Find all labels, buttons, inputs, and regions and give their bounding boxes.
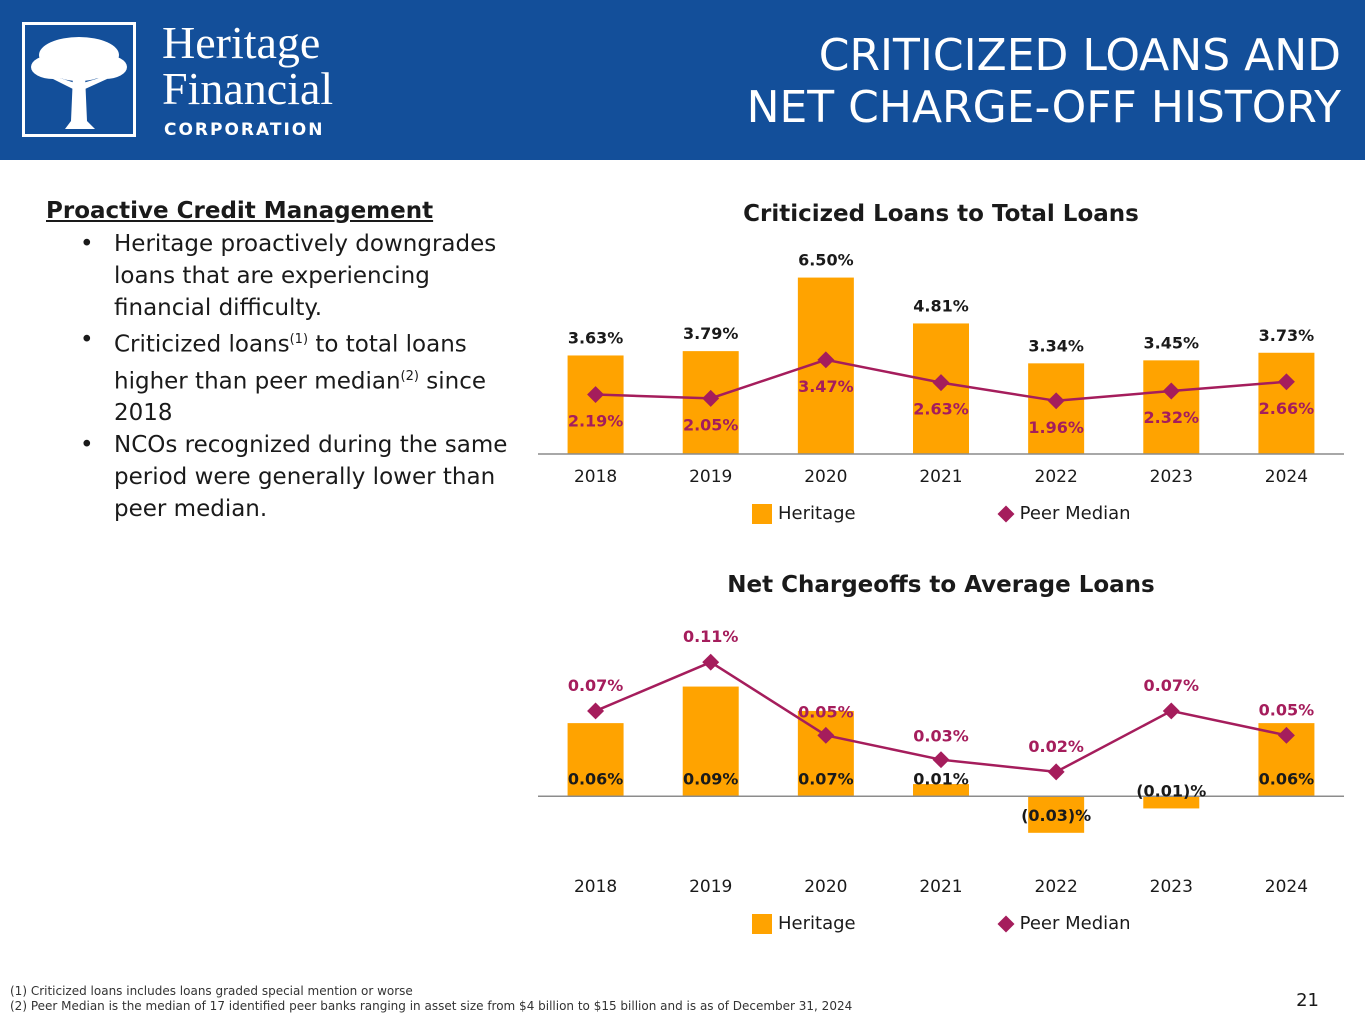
x-tick-label: 2023 <box>1150 877 1193 897</box>
page-number: 21 <box>1296 990 1319 1011</box>
x-tick-label: 2019 <box>689 877 732 897</box>
peer-median-point <box>587 702 605 720</box>
x-tick-label: 2018 <box>574 467 617 487</box>
x-tick-label: 2022 <box>1035 877 1078 897</box>
peer-diamond-icon <box>997 505 1015 522</box>
logo-emblem <box>22 22 136 137</box>
heritage-bar <box>567 723 624 797</box>
heritage-bar <box>1143 796 1200 809</box>
peer-median-point <box>817 726 835 744</box>
heritage-value-label: 0.07% <box>798 769 854 788</box>
logo-wordmark: Heritage Financial <box>162 17 334 114</box>
peer-value-label: 2.05% <box>683 415 739 434</box>
bullet-list: • Heritage proactively downgrades loans t… <box>46 228 516 525</box>
heritage-value-label: 3.45% <box>1144 333 1200 352</box>
legend-heritage: Heritage <box>778 913 856 934</box>
heritage-bar <box>1258 352 1315 454</box>
chart2-legend: Heritage Peer Median <box>752 913 1131 934</box>
peer-median-point <box>1162 382 1180 400</box>
heritage-swatch <box>752 913 772 934</box>
x-tick-label: 2024 <box>1265 877 1308 897</box>
chart1-title: Criticized Loans to Total Loans <box>743 201 1139 227</box>
criticized-loans-chart: 3.63% 3.79% 6.50% 4.81% 3.34% 3.45% 3.73% 2.19%… <box>538 251 1344 487</box>
x-tick-label: 2021 <box>919 877 962 897</box>
peer-median-point <box>1047 392 1065 410</box>
heritage-bar <box>682 686 739 797</box>
heritage-bar <box>567 355 624 454</box>
x-tick-label: 2023 <box>1150 467 1193 487</box>
heritage-value-label: 6.50% <box>798 251 854 270</box>
peer-diamond-icon <box>997 915 1015 932</box>
legend-peer: Peer Median <box>1019 503 1131 524</box>
legend-peer: Peer Median <box>1019 913 1131 934</box>
heritage-value-label: 0.09% <box>683 769 739 788</box>
x-tick-label: 2024 <box>1265 467 1308 487</box>
peer-median-point <box>817 351 835 369</box>
x-tick-label: 2021 <box>919 467 962 487</box>
heritage-value-label: (0.03)% <box>1021 806 1091 825</box>
section-heading: Proactive Credit Management <box>46 198 434 224</box>
peer-median-point <box>1047 763 1065 781</box>
peer-value-label: 3.47% <box>798 377 854 396</box>
legend-heritage: Heritage <box>778 503 856 524</box>
heritage-value-label: 3.79% <box>683 324 739 343</box>
heritage-value-label: 3.73% <box>1259 326 1315 345</box>
peer-value-label: 0.07% <box>1144 676 1200 695</box>
heritage-value-label: 0.06% <box>568 769 624 788</box>
heritage-value-label: 3.34% <box>1028 336 1084 355</box>
peer-value-label: 0.02% <box>1028 737 1084 756</box>
bullet-item: • NCOs recognized during the same period … <box>80 432 508 523</box>
heritage-value-label: 0.06% <box>1259 769 1315 788</box>
bullet-item: • Criticized loans(1) to total loans high… <box>80 327 487 427</box>
logo-corporation: CORPORATION <box>164 120 325 140</box>
page-title: CRITICIZED LOANS AND NET CHARGE-OFF HIST… <box>746 30 1341 133</box>
bullet-item: • Heritage proactively downgrades loans t… <box>80 231 497 321</box>
x-tick-label: 2018 <box>574 877 617 897</box>
credit-management-panel: Proactive Credit Management • Heritage pr… <box>46 198 516 525</box>
heritage-swatch <box>752 503 772 524</box>
peer-median-point <box>587 386 605 404</box>
footnotes: (1) Criticized loans includes loans grad… <box>10 984 853 1013</box>
heritage-bar <box>797 710 854 797</box>
peer-value-label: 0.05% <box>798 702 854 721</box>
peer-value-label: 1.96% <box>1028 418 1084 437</box>
peer-value-label: 0.03% <box>913 727 969 746</box>
tree-icon <box>31 37 127 129</box>
peer-value-label: 2.66% <box>1259 399 1315 418</box>
heritage-value-label: 4.81% <box>913 296 969 315</box>
peer-value-label: 2.19% <box>568 412 624 431</box>
peer-value-label: 2.32% <box>1144 408 1200 427</box>
heritage-value-label: (0.01)% <box>1136 781 1206 800</box>
x-tick-label: 2020 <box>804 877 847 897</box>
x-tick-label: 2022 <box>1035 467 1078 487</box>
heritage-value-label: 0.01% <box>913 769 969 788</box>
peer-value-label: 0.11% <box>683 630 739 646</box>
heritage-value-label: 3.63% <box>568 328 624 347</box>
heritage-bar <box>913 784 969 797</box>
peer-value-label: 2.63% <box>913 400 969 419</box>
heritage-bar <box>1143 360 1200 454</box>
peer-median-point <box>1162 702 1180 720</box>
x-tick-label: 2019 <box>689 467 732 487</box>
net-chargeoffs-chart: 0.06% 0.09% 0.07% 0.01% (0.03)% (0.01)% 0.06% 0… <box>538 630 1344 897</box>
chart1-legend: Heritage Peer Median <box>752 503 1131 524</box>
peer-median-point <box>932 374 950 392</box>
peer-value-label: 0.07% <box>568 676 624 695</box>
peer-median-point <box>932 751 950 769</box>
heritage-bar <box>1028 796 1085 833</box>
header-bar: Heritage Financial CORPORATION CRITICIZE… <box>0 0 1365 160</box>
x-tick-label: 2020 <box>804 467 847 487</box>
peer-median-point <box>702 653 720 671</box>
chart2-title: Net Chargeoffs to Average Loans <box>727 572 1155 598</box>
peer-value-label: 0.05% <box>1259 700 1315 719</box>
